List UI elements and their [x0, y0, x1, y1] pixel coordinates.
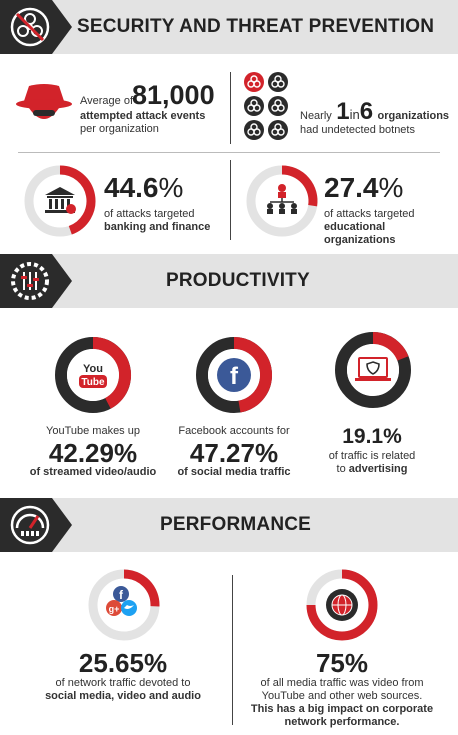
banking-pct-wrap: 44.6% — [104, 172, 183, 204]
advertising-pct: 19.1% — [342, 425, 402, 448]
botnet-headline: Nearly 1in6 organizations — [300, 98, 449, 126]
social-line2: social media, video and audio — [45, 690, 201, 702]
education-pct: 27.4 — [324, 172, 379, 203]
youtube-pct: 42.29% — [48, 438, 138, 468]
social-pct: 25.65% — [78, 648, 168, 678]
productivity-header: PRODUCTIVITY — [0, 254, 458, 308]
education-pct-sign: % — [378, 172, 404, 203]
social-donut-arc — [123, 569, 160, 607]
video-pct: 75% — [315, 648, 369, 678]
banking-pct-sign: % — [158, 172, 184, 203]
video-line3: This has a big impact on corporate — [250, 703, 434, 715]
social-fb-logo: f — [119, 588, 124, 602]
video-line2: YouTube and other web sources. — [261, 690, 423, 702]
advertising-line2-bold: advertising — [348, 463, 408, 475]
speedometer-badge-icon — [0, 498, 72, 552]
banking-line1: of attacks targeted — [104, 208, 195, 220]
education-donut-arc — [281, 165, 318, 207]
social-gplus-logo: g+ — [109, 604, 120, 614]
advertising-donut-arc — [372, 332, 409, 361]
hacker-icon — [16, 84, 72, 119]
botnet-num2: 6 — [359, 98, 374, 125]
attack-line2: attempted attack events — [80, 110, 206, 122]
security-header: SECURITY AND THREAT PREVENTION — [0, 0, 458, 54]
facebook-desc: of social media traffic — [177, 466, 291, 478]
performance-header: PERFORMANCE — [0, 498, 458, 552]
biohazard-badge-icon — [0, 0, 72, 54]
video-line4: network performance. — [284, 716, 400, 728]
education-line1: of attacks targeted — [324, 208, 415, 220]
botnet-line2: had undetected botnets — [300, 124, 415, 136]
video-line1: of all media traffic was video from — [260, 677, 424, 689]
advertising-line2: to advertising — [310, 463, 434, 476]
divider — [230, 160, 231, 240]
twitter-bird-icon — [124, 605, 134, 609]
productivity-title: PRODUCTIVITY — [166, 270, 310, 291]
youtube-desc: of streamed video/audio — [29, 466, 157, 478]
education-pct-wrap: 27.4% — [324, 172, 403, 204]
divider — [230, 72, 231, 144]
biohazard-grid-icon — [244, 72, 288, 140]
video-donut-chart — [306, 569, 378, 641]
facebook-logo: f — [230, 363, 239, 390]
social-line1: of network traffic devoted to — [55, 677, 191, 689]
facebook-label: Facebook accounts for — [178, 425, 290, 437]
sliders-badge-icon — [0, 254, 72, 308]
video-donut-arc — [306, 569, 378, 641]
youtube-logo-bottom: Tube — [81, 377, 105, 388]
banking-line2: banking and finance — [104, 221, 211, 233]
social-donut-chart: f g+ — [88, 569, 160, 641]
education-line2: educational organizations — [324, 221, 396, 246]
org-chart-icon — [267, 184, 297, 214]
botnet-orgs: organizations — [377, 110, 450, 122]
performance-title: PERFORMANCE — [160, 514, 312, 535]
youtube-donut-arc — [92, 337, 131, 409]
attack-line3: per organization — [80, 123, 159, 135]
youtube-donut-chart: You Tube — [55, 337, 131, 413]
facebook-donut-arc — [233, 337, 272, 413]
botnet-nearly: Nearly — [300, 110, 332, 122]
divider — [18, 152, 440, 153]
facebook-donut-chart: f — [196, 337, 272, 413]
banking-pct: 44.6 — [104, 172, 159, 203]
laptop-shield-icon — [355, 357, 391, 381]
botnet-in: in — [349, 107, 360, 122]
attack-number: 81,000 — [132, 80, 215, 110]
attack-prefix: Average of — [80, 95, 134, 107]
facebook-pct: 47.27% — [189, 438, 279, 468]
banking-donut-arc — [59, 165, 96, 235]
divider — [232, 575, 233, 725]
education-donut-chart — [246, 165, 318, 237]
youtube-label: YouTube makes up — [46, 425, 140, 437]
advertising-donut-chart — [335, 332, 411, 408]
banking-donut-chart — [24, 165, 96, 237]
advertising-line1: of traffic is related — [328, 450, 416, 462]
advertising-line2-prefix: to — [336, 463, 349, 475]
security-title: SECURITY AND THREAT PREVENTION — [77, 16, 435, 37]
botnet-num1: 1 — [336, 98, 350, 125]
youtube-logo-top: You — [83, 363, 103, 375]
bank-icon — [45, 187, 76, 214]
